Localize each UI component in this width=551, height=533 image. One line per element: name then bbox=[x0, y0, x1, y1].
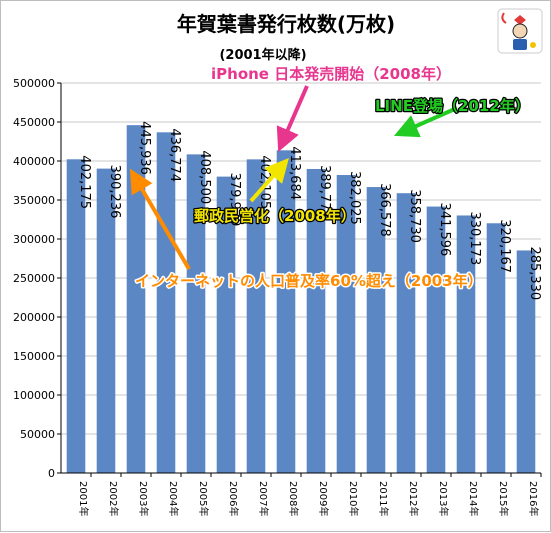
y-tick-label: 100000 bbox=[13, 389, 55, 402]
annotation-iphone: iPhone 日本発売開始（2008年） bbox=[211, 65, 451, 83]
x-tick-label: 2009年 bbox=[317, 481, 330, 516]
bar bbox=[396, 193, 416, 473]
x-tick-label: 2006年 bbox=[227, 481, 240, 516]
logo-mascot-icon bbox=[497, 8, 543, 54]
data-label: 445,936 bbox=[137, 121, 152, 175]
x-tick-label: 2015年 bbox=[497, 481, 510, 516]
y-tick-label: 0 bbox=[48, 467, 55, 480]
data-label: 320,167 bbox=[497, 219, 512, 273]
data-label: 390,236 bbox=[107, 165, 122, 219]
bar bbox=[66, 159, 86, 473]
annotation-line: LINE登場（2012年） bbox=[375, 97, 530, 115]
y-tick-label: 350000 bbox=[13, 194, 55, 207]
data-label: 366,578 bbox=[377, 183, 392, 237]
bar bbox=[486, 223, 506, 473]
yuusei-arrow bbox=[249, 158, 289, 203]
y-tick-label: 500000 bbox=[13, 77, 55, 90]
data-label: 358,730 bbox=[407, 189, 422, 243]
bar bbox=[366, 187, 386, 473]
y-tick-label: 200000 bbox=[13, 311, 55, 324]
bar bbox=[426, 206, 446, 473]
data-label: 379,979 bbox=[227, 173, 242, 227]
line-arrow bbox=[394, 106, 458, 138]
x-tick-label: 2007年 bbox=[257, 481, 270, 516]
y-tick-label: 450000 bbox=[13, 116, 55, 129]
iphone-arrow bbox=[276, 85, 309, 152]
y-axis-ticks: 0 50000 100000 150000 200000 250000 300000 3500… bbox=[13, 77, 61, 480]
bar bbox=[306, 168, 326, 473]
data-label: 402,175 bbox=[77, 155, 92, 209]
data-label: 330,173 bbox=[467, 211, 482, 265]
x-tick-label: 2001年 bbox=[77, 481, 90, 516]
y-tick-label: 300000 bbox=[13, 233, 55, 246]
data-label: 341,596 bbox=[437, 203, 452, 257]
data-label: 413,684 bbox=[287, 146, 302, 200]
value-labels: 402,175 390,236 445,936 436,774 408,500 379,9… bbox=[77, 121, 542, 300]
x-tick-label: 2005年 bbox=[197, 481, 210, 516]
bars bbox=[66, 125, 536, 474]
x-tick-label: 2002年 bbox=[107, 481, 120, 516]
y-tick-label: 400000 bbox=[13, 155, 55, 168]
x-axis-ticks: 2001年 2002年 2003年 2004年 2005年 2006年 2007年 2008年… bbox=[77, 473, 542, 516]
bar bbox=[156, 132, 176, 473]
data-label: 285,330 bbox=[527, 246, 542, 300]
x-tick-label: 2011年 bbox=[377, 481, 390, 516]
x-tick-label: 2010年 bbox=[347, 481, 360, 516]
data-label: 436,774 bbox=[167, 128, 182, 182]
x-tick-label: 2016年 bbox=[527, 481, 540, 516]
bar bbox=[246, 159, 266, 473]
chart-title: 年賀葉書発行枚数(万枚) bbox=[177, 12, 395, 36]
x-tick-label: 2004年 bbox=[167, 481, 180, 516]
bar bbox=[516, 250, 536, 473]
data-label: 408,500 bbox=[197, 150, 212, 204]
bar bbox=[126, 125, 146, 473]
internet-arrow bbox=[129, 168, 191, 271]
x-tick-label: 2014年 bbox=[467, 481, 480, 516]
y-tick-label: 150000 bbox=[13, 350, 55, 363]
data-label: 382,025 bbox=[347, 171, 362, 225]
annotation-yuusei: 郵政民営化（2008年） bbox=[194, 207, 356, 225]
y-tick-label: 50000 bbox=[20, 428, 55, 441]
y-tick-label: 250000 bbox=[13, 272, 55, 285]
x-tick-label: 2008年 bbox=[287, 481, 300, 516]
annotation-internet: インターネットの人口普及率60%超え（2003年） bbox=[135, 272, 483, 290]
bar bbox=[96, 168, 116, 474]
bar bbox=[336, 175, 356, 473]
bar bbox=[456, 215, 476, 473]
x-tick-label: 2013年 bbox=[437, 481, 450, 516]
x-tick-label: 2012年 bbox=[407, 481, 420, 516]
bar bbox=[186, 154, 206, 473]
chart-subtitle: (2001年以降) bbox=[219, 47, 306, 63]
x-tick-label: 2003年 bbox=[137, 481, 150, 516]
bar bbox=[276, 150, 296, 473]
bar bbox=[216, 176, 236, 473]
data-label: 389,777 bbox=[317, 165, 332, 219]
